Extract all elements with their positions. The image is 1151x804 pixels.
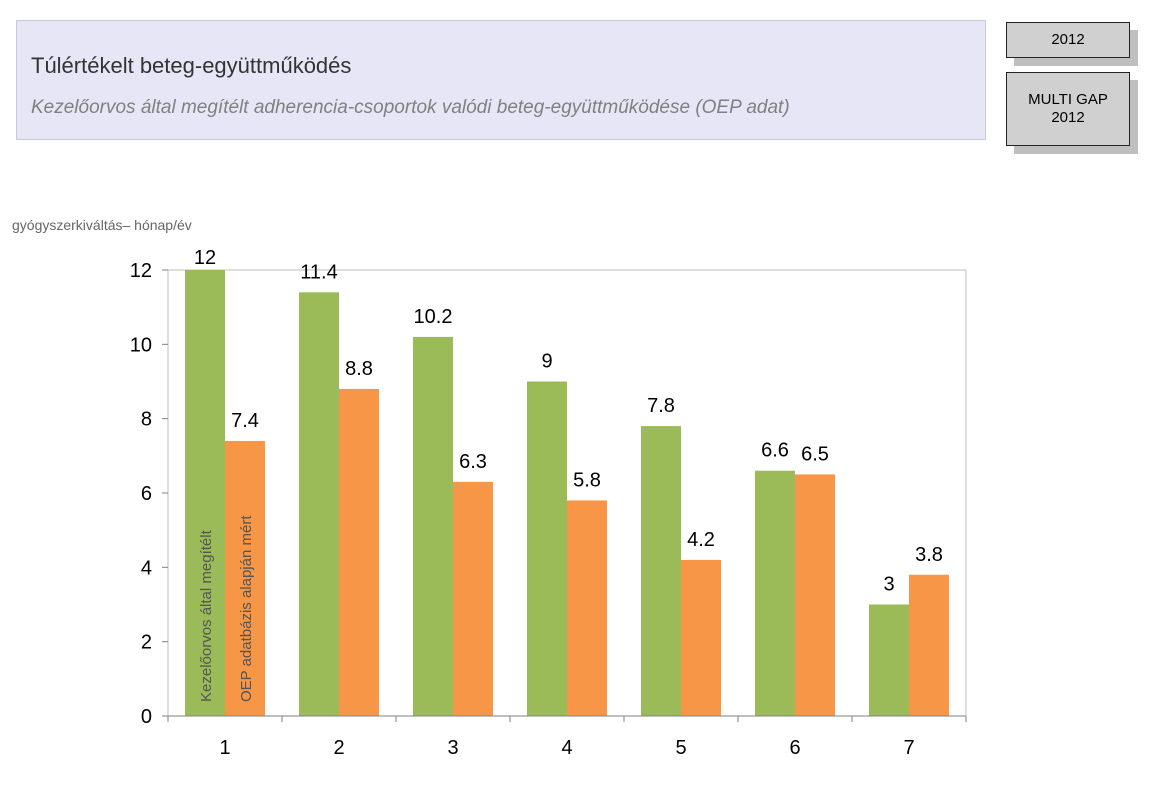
y-tick-label: 12 (130, 260, 152, 282)
value-label: 7.8 (647, 395, 675, 417)
bar-kezeloorvos-5 (641, 426, 681, 716)
y-tick-label: 2 (141, 632, 152, 654)
page-title: Túlértékelt beteg-együttműködés (31, 53, 352, 78)
page-subtitle: Kezelőorvos által megítélt adherencia-cs… (31, 97, 790, 118)
bar-kezeloorvos-1 (185, 270, 225, 716)
bar-oep-1 (225, 440, 265, 716)
value-label: 6.6 (761, 440, 789, 462)
bar-oep-6 (795, 474, 835, 716)
x-tick-label: 3 (447, 737, 458, 759)
legend-label-kezeloorvos: Kezelőorvos által megítélt (198, 529, 215, 702)
x-tick-label: 2 (333, 737, 344, 759)
bar-kezeloorvos-4 (527, 381, 567, 716)
value-label: 8.8 (345, 358, 373, 380)
y-ticks-group: 0 2 4 6 8 10 12 (130, 260, 168, 728)
study-badge: MULTI GAP 2012 (1006, 72, 1130, 146)
bar-oep-5 (681, 559, 721, 716)
y-tick-label: 6 (141, 483, 152, 505)
x-tick-label: 6 (789, 737, 800, 759)
x-tick-label: 1 (219, 737, 230, 759)
bar-kezeloorvos-6 (755, 470, 795, 716)
x-tick-label: 7 (903, 737, 914, 759)
legend-group: Kezelőorvos által megítélt OEP adatbázis … (198, 515, 255, 702)
y-tick-label: 0 (141, 706, 152, 728)
bar-kezeloorvos-2 (299, 292, 339, 716)
study-badge-line1: MULTI GAP (1028, 91, 1108, 108)
y-tick-label: 4 (141, 557, 152, 579)
bar-kezeloorvos-3 (413, 336, 453, 716)
study-badge-line2: 2012 (1051, 109, 1085, 126)
x-tick-label: 4 (561, 737, 572, 759)
value-label: 11.4 (300, 261, 337, 283)
header-panel: Túlértékelt beteg-együttműködés Kezelőor… (16, 20, 986, 140)
bar-oep-3 (453, 481, 493, 716)
legend-label-oep: OEP adatbázis alapján mért (238, 515, 255, 702)
value-labels-group: 12 11.4 10.2 9 7.8 6.6 3 7.4 8.8 6.3 5.8 4.2 6.5 3.8 (194, 247, 943, 596)
value-label: 10.2 (414, 306, 453, 328)
bar-kezeloorvos-7 (869, 604, 909, 716)
bar-oep-4 (567, 500, 607, 716)
value-label: 3 (883, 574, 894, 596)
bars-group (185, 270, 949, 716)
value-label: 9 (541, 351, 552, 373)
bar-oep-7 (909, 574, 949, 716)
value-label: 7.4 (231, 410, 259, 432)
y-axis-label: gyógyszerkiváltás– hónap/év (12, 217, 192, 233)
value-label: 4.2 (687, 529, 715, 551)
x-ticks-group: 1 2 3 4 5 6 7 (167, 715, 967, 759)
value-label: 6.3 (459, 451, 487, 473)
value-label: 5.8 (573, 469, 601, 491)
y-tick-label: 10 (130, 334, 152, 356)
value-label: 6.5 (801, 443, 829, 465)
value-label: 12 (194, 247, 216, 269)
year-badge: 2012 (1006, 22, 1130, 58)
value-label: 3.8 (915, 544, 943, 566)
x-tick-label: 5 (675, 737, 686, 759)
y-tick-label: 8 (141, 409, 152, 431)
bar-oep-2 (339, 388, 379, 716)
